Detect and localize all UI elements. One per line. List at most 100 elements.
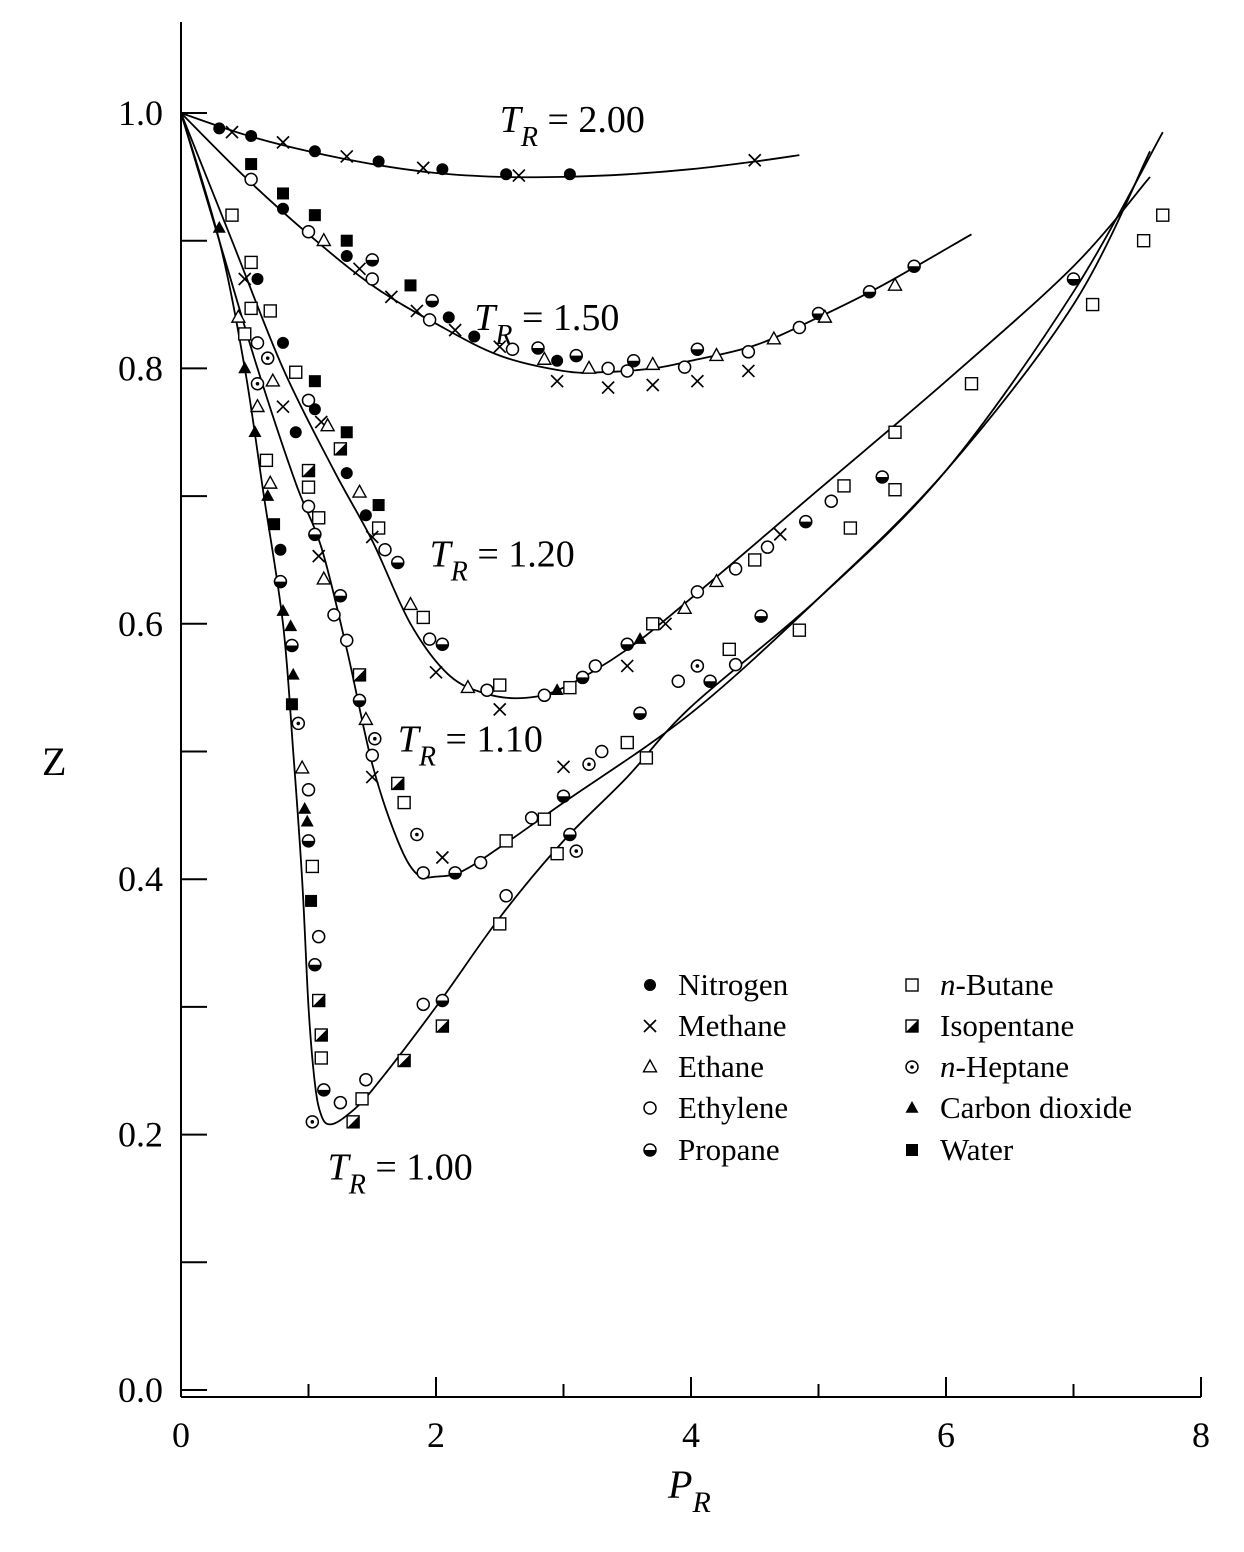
- data-point-nbutane: [843, 521, 858, 535]
- data-point-methane: [276, 135, 290, 149]
- data-point-propane: [556, 789, 571, 803]
- data-point-ethane: [351, 483, 368, 498]
- legend-label-nheptane: n-Heptane: [940, 1049, 1069, 1084]
- legend-marker-co2: [905, 1101, 919, 1113]
- legend-marker-nbutane: [905, 978, 919, 992]
- data-point-propane: [308, 958, 322, 972]
- data-point-ethylene: [499, 889, 513, 903]
- legend-marker-ethylene: [643, 1101, 657, 1115]
- data-point-propane: [391, 555, 405, 570]
- data-point-propane: [301, 834, 316, 848]
- curve-label-tr-2.00: TR = 2.00: [500, 99, 645, 153]
- data-point-methane: [365, 530, 379, 544]
- legend-label-propane: Propane: [678, 1132, 780, 1167]
- data-point-propane: [273, 574, 288, 589]
- data-point-ethane: [887, 276, 903, 291]
- data-point-co2: [248, 425, 262, 438]
- data-point-propane: [435, 993, 450, 1008]
- data-point-nitrogen: [308, 145, 321, 158]
- legend-item-methane: Methane: [643, 1008, 786, 1043]
- y-tick-label-2: 0.2: [118, 1115, 163, 1155]
- legend-label-ethylene: Ethylene: [678, 1090, 788, 1125]
- data-point-methane: [276, 400, 290, 414]
- legend-item-water: Water: [906, 1132, 1014, 1167]
- data-point-nitrogen: [340, 467, 353, 480]
- data-point-water: [305, 894, 318, 907]
- legend-item-nbutane: n-Butane: [905, 967, 1054, 1002]
- data-point-nitrogen: [277, 202, 289, 215]
- data-point-ethane: [230, 308, 247, 323]
- data-point-methane: [352, 262, 367, 276]
- data-point-co2: [284, 619, 298, 632]
- data-point-methane: [690, 374, 704, 388]
- data-point-ethane: [316, 232, 332, 247]
- data-point-nitrogen: [436, 163, 449, 176]
- data-point-methane: [435, 850, 449, 865]
- data-point-methane: [748, 153, 762, 167]
- legend-label-water: Water: [940, 1132, 1014, 1167]
- data-point-nbutane: [537, 812, 552, 826]
- data-point-methane: [312, 549, 326, 563]
- data-point-propane: [333, 588, 348, 603]
- data-point-isopentane: [352, 668, 367, 682]
- data-point-ethane: [708, 573, 725, 588]
- data-point-propane: [907, 259, 921, 273]
- data-point-nheptane: [260, 351, 275, 365]
- data-point-ethylene: [620, 364, 634, 378]
- data-point-propane: [1066, 272, 1081, 286]
- data-point-propane: [448, 866, 462, 880]
- data-point-ethylene: [365, 272, 379, 286]
- data-point-nbutane: [563, 680, 577, 695]
- x-tick-label-1: 2: [427, 1415, 445, 1455]
- legend-marker-propane: [643, 1143, 657, 1157]
- data-point-ethylene: [588, 659, 603, 673]
- data-point-ethylene: [690, 585, 705, 599]
- data-point-water: [308, 209, 321, 222]
- legend-item-nheptane: n-Heptane: [905, 1049, 1069, 1084]
- data-point-nheptane: [250, 376, 265, 391]
- data-point-nitrogen: [308, 403, 321, 416]
- data-point-nbutane: [550, 846, 564, 861]
- data-point-methane: [410, 304, 424, 318]
- data-point-isopentane: [346, 1115, 360, 1129]
- y-tick-label-6: 0.6: [118, 604, 163, 644]
- data-point-nbutane: [289, 365, 303, 379]
- legend-item-nitrogen: Nitrogen: [644, 967, 789, 1002]
- data-point-ethane: [265, 372, 281, 387]
- data-point-nbutane: [244, 301, 258, 316]
- data-point-ethane: [249, 398, 266, 413]
- data-point-ethylene: [359, 1072, 373, 1087]
- data-point-propane: [862, 285, 877, 299]
- legend-marker-water: [906, 1144, 918, 1156]
- data-point-co2: [286, 667, 300, 680]
- data-point-ethane: [766, 330, 782, 345]
- x-tick-label-2: 4: [682, 1415, 700, 1455]
- data-point-ethylene: [422, 632, 437, 646]
- data-point-nheptane: [410, 827, 424, 842]
- data-point-propane: [620, 637, 634, 651]
- y-tick-label-8: 0.8: [118, 348, 163, 388]
- data-point-ethylene: [824, 494, 838, 508]
- data-point-ethylene: [601, 361, 615, 376]
- data-point-isopentane: [435, 1019, 450, 1033]
- data-point-co2: [261, 489, 275, 501]
- data-point-methane: [601, 380, 615, 395]
- data-point-nbutane: [493, 678, 507, 692]
- data-point-nbutane: [888, 425, 902, 439]
- data-point-ethylene: [728, 562, 743, 576]
- data-point-ethane: [402, 596, 419, 611]
- data-point-nbutane: [646, 617, 660, 631]
- data-point-water: [268, 518, 281, 531]
- data-point-ethane: [319, 417, 336, 432]
- data-point-nheptane: [582, 757, 596, 772]
- data-point-ethylene: [311, 929, 326, 944]
- x-ticks: 0 2 4 6 8: [172, 1377, 1210, 1455]
- data-point-ethane: [708, 347, 725, 362]
- data-point-ethylene: [741, 345, 756, 359]
- data-point-nitrogen: [442, 311, 455, 324]
- data-point-methane: [416, 161, 430, 175]
- x-tick-label-4: 8: [1192, 1415, 1210, 1455]
- legend-item-co2: Carbon dioxide: [905, 1090, 1132, 1125]
- data-point-ethylene: [365, 748, 379, 763]
